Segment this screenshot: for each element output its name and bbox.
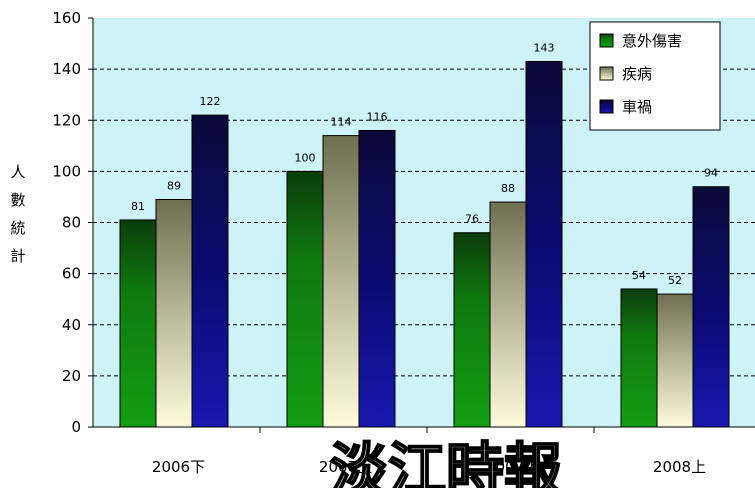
x-tick-label-4: 2008上 xyxy=(653,458,706,476)
legend-swatch-3 xyxy=(599,99,614,114)
data-labels: 81 89 122 100 114 116 76 88 143 54 52 94 xyxy=(131,41,718,287)
x-tick-label-1: 2006下 xyxy=(152,458,205,476)
legend-label-1: 意外傷害 xyxy=(622,32,682,50)
x-tick-label-2: 2007上 xyxy=(319,458,372,476)
bar-2-1 xyxy=(155,198,193,428)
data-label-2-4: 52 xyxy=(668,274,682,287)
bar-2-4 xyxy=(656,293,694,428)
y-tick-label-0: 0 xyxy=(71,418,81,436)
bar-1-4 xyxy=(620,288,658,428)
y-tick-labels: 0 20 40 60 80 100 120 140 160 xyxy=(52,9,93,436)
bar-3-1 xyxy=(191,114,229,428)
data-label-1-1: 81 xyxy=(131,200,145,213)
y-tick-label-100: 100 xyxy=(52,162,81,180)
legend-label-3: 車禍 xyxy=(622,98,652,116)
bar-2-3 xyxy=(489,201,527,428)
y-axis-label: 人數統計 xyxy=(10,163,25,265)
data-label-3-1: 122 xyxy=(200,95,221,108)
data-label-2-2: 114 xyxy=(331,116,352,129)
data-label-3-4: 94 xyxy=(704,167,718,180)
y-tick-label-80: 80 xyxy=(62,214,81,232)
legend-swatch-1 xyxy=(599,33,614,48)
data-label-1-2: 100 xyxy=(295,151,316,164)
bars xyxy=(119,60,730,428)
data-label-3-3: 143 xyxy=(534,41,555,54)
bar-1-1 xyxy=(119,219,157,428)
y-tick-label-140: 140 xyxy=(52,60,81,78)
y-tick-label-40: 40 xyxy=(62,316,81,334)
y-axis-label-text: 人數統計 xyxy=(10,163,25,265)
bar-1-3 xyxy=(453,232,491,428)
y-tick-label-20: 20 xyxy=(62,367,81,385)
legend-label-2: 疾病 xyxy=(622,65,652,83)
bar-3-2 xyxy=(358,129,396,428)
data-label-2-3: 88 xyxy=(501,182,515,195)
y-tick-label-160: 160 xyxy=(52,9,81,27)
bar-2-2 xyxy=(322,135,360,428)
data-label-3-2: 116 xyxy=(367,110,388,123)
bar-3-3 xyxy=(525,60,563,428)
data-label-1-4: 54 xyxy=(632,269,646,282)
x-tick-label-3: 2007下 xyxy=(486,458,539,476)
data-label-1-3: 76 xyxy=(465,213,479,226)
x-tick-labels: 2006下 2007上 2007下 2008上 xyxy=(152,427,706,476)
y-tick-label-120: 120 xyxy=(52,111,81,129)
legend-swatch-2 xyxy=(599,66,614,81)
watermark-text: 淡江時報 xyxy=(330,436,562,488)
data-label-2-1: 89 xyxy=(167,179,181,192)
y-tick-label-60: 60 xyxy=(62,265,81,283)
bar-3-4 xyxy=(692,186,730,428)
bar-1-2 xyxy=(286,170,324,428)
gridlines xyxy=(93,68,755,377)
